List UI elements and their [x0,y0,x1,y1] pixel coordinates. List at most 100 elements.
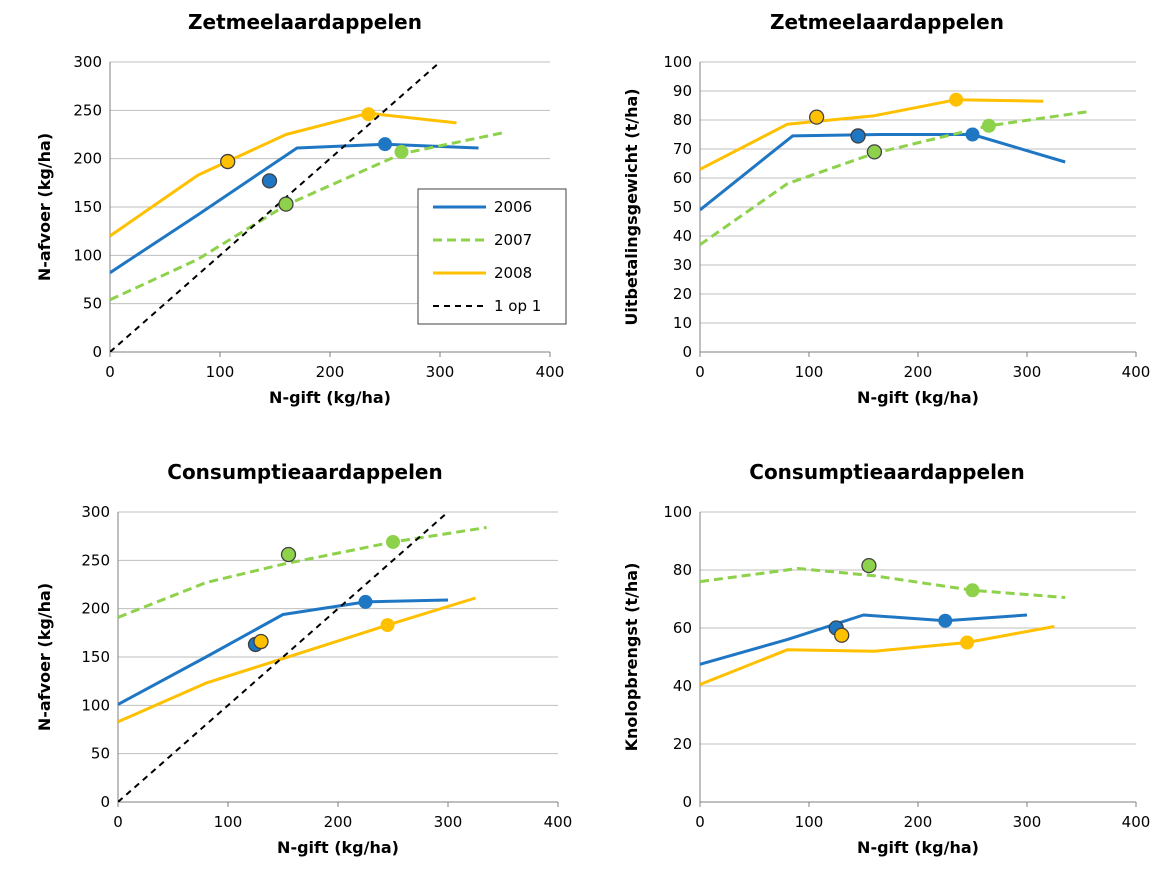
x-tick-label: 100 [206,363,235,381]
chart-title: Zetmeelaardappelen [770,10,1004,34]
y-tick-label: 20 [673,735,692,753]
x-axis-label: N-gift (kg/ha) [857,838,979,857]
x-tick-label: 100 [795,813,824,831]
plot-area [118,512,487,802]
data-point-2008 [253,633,269,650]
chart-title: Zetmeelaardappelen [188,10,422,34]
x-tick-label: 200 [316,363,345,381]
x-tick-label: 400 [544,813,573,831]
x-tick-label: 300 [1013,813,1042,831]
y-tick-label: 200 [73,150,102,168]
legend-label: 2008 [494,264,532,282]
y-axis-label: Uitbetalingsgewicht (t/ha) [622,88,641,325]
panel-consumptie-n-afvoer: Consumptieaardappelen 0 50 100 150 200 250 300 0… [35,460,572,857]
series-line-2008 [700,625,1055,686]
data-point-2008 [220,153,236,170]
data-point-2006 [378,137,392,152]
series-line-2006 [118,598,449,706]
chart-title: Consumptieaardappelen [749,460,1024,484]
y-tick-label: 100 [663,503,692,521]
y-tick-label: 300 [73,53,102,71]
plot-area [700,567,1066,686]
plot-area [700,98,1091,246]
y-tick-label: 0 [682,343,692,361]
data-point-2006 [938,613,953,628]
x-tick-label: 400 [1122,813,1151,831]
data-point-2007 [861,558,877,574]
series-line-1-op-1 [118,512,449,802]
legend-label: 1 op 1 [494,297,541,315]
data-point-2008 [380,618,395,633]
y-tick-label: 0 [92,343,102,361]
data-point-2006 [358,594,373,609]
series-line-2008 [110,111,457,238]
y-tick-label: 60 [673,619,692,637]
data-point-2006 [261,173,278,189]
x-tick-label: 0 [105,363,115,381]
y-tick-label: 10 [673,314,692,332]
y-tick-label: 100 [73,246,102,264]
y-axis-label: N-afvoer (kg/ha) [35,133,54,281]
legend-label: 2006 [494,198,532,216]
y-tick-label: 50 [91,745,110,763]
series-line-2008 [118,596,476,724]
y-tick-label: 150 [73,198,102,216]
x-tick-label: 200 [904,363,933,381]
data-point-2008 [834,627,850,643]
y-tick-label: 80 [673,561,692,579]
x-tick-label: 0 [113,813,123,831]
data-point-2006 [965,127,980,142]
x-tick-label: 400 [536,363,565,381]
data-point-2008 [949,92,964,107]
y-tick-label: 200 [81,600,110,618]
data-point-2008 [361,107,376,122]
x-tick-label: 300 [434,813,463,831]
data-point-2007 [386,534,400,549]
x-axis-label: N-gift (kg/ha) [277,838,399,857]
y-tick-label: 90 [673,82,692,100]
x-tick-label: 100 [795,363,824,381]
panel-zetmeel-n-afvoer: Zetmeelaardappelen 0 50 100 150 200 250 300 0 100… [35,10,567,407]
series-line-2006 [700,133,1066,212]
x-tick-label: 0 [695,813,705,831]
x-tick-label: 300 [1013,363,1042,381]
y-axis-label: N-afvoer (kg/ha) [35,583,54,731]
y-tick-label: 0 [682,793,692,811]
y-tick-label: 60 [673,169,692,187]
y-tick-label: 20 [673,285,692,303]
data-point-2008 [808,109,825,125]
y-tick-label: 30 [673,256,692,274]
y-tick-label: 0 [100,793,110,811]
data-point-2007 [280,546,297,563]
y-tick-label: 80 [673,111,692,129]
x-tick-label: 200 [324,813,353,831]
data-point-2006 [850,128,866,144]
x-tick-label: 300 [426,363,455,381]
panel-zetmeel-uitbetalingsgewicht: Zetmeelaardappelen 0 10 20 30 40 50 60 70 80 90 100… [622,10,1150,407]
y-tick-label: 250 [81,551,110,569]
x-axis-label: N-gift (kg/ha) [269,388,391,407]
data-point-2008 [960,635,975,650]
x-tick-label: 200 [904,813,933,831]
series-line-2006 [700,613,1028,666]
y-tick-label: 70 [673,140,692,158]
x-axis-label: N-gift (kg/ha) [857,388,979,407]
y-tick-label: 50 [673,198,692,216]
series-line-2007 [118,526,487,619]
y-axis-label: Knolopbrengst (t/ha) [622,563,641,752]
data-point-2007 [278,196,294,212]
y-tick-label: 150 [81,648,110,666]
panel-consumptie-knolopbrengst: Consumptieaardappelen 0 20 40 60 80 100 0 100 200… [622,460,1150,857]
data-point-2007 [394,144,409,159]
x-tick-label: 400 [1122,363,1151,381]
series-line-2008 [700,98,1044,171]
data-point-2007 [981,118,996,133]
chart-title: Consumptieaardappelen [167,460,442,484]
x-tick-label: 0 [695,363,705,381]
y-tick-label: 50 [83,295,102,313]
y-tick-label: 250 [73,101,102,119]
y-tick-label: 300 [81,503,110,521]
legend: 2006 2007 2008 1 op 1 [417,188,567,325]
legend-box [417,188,567,325]
